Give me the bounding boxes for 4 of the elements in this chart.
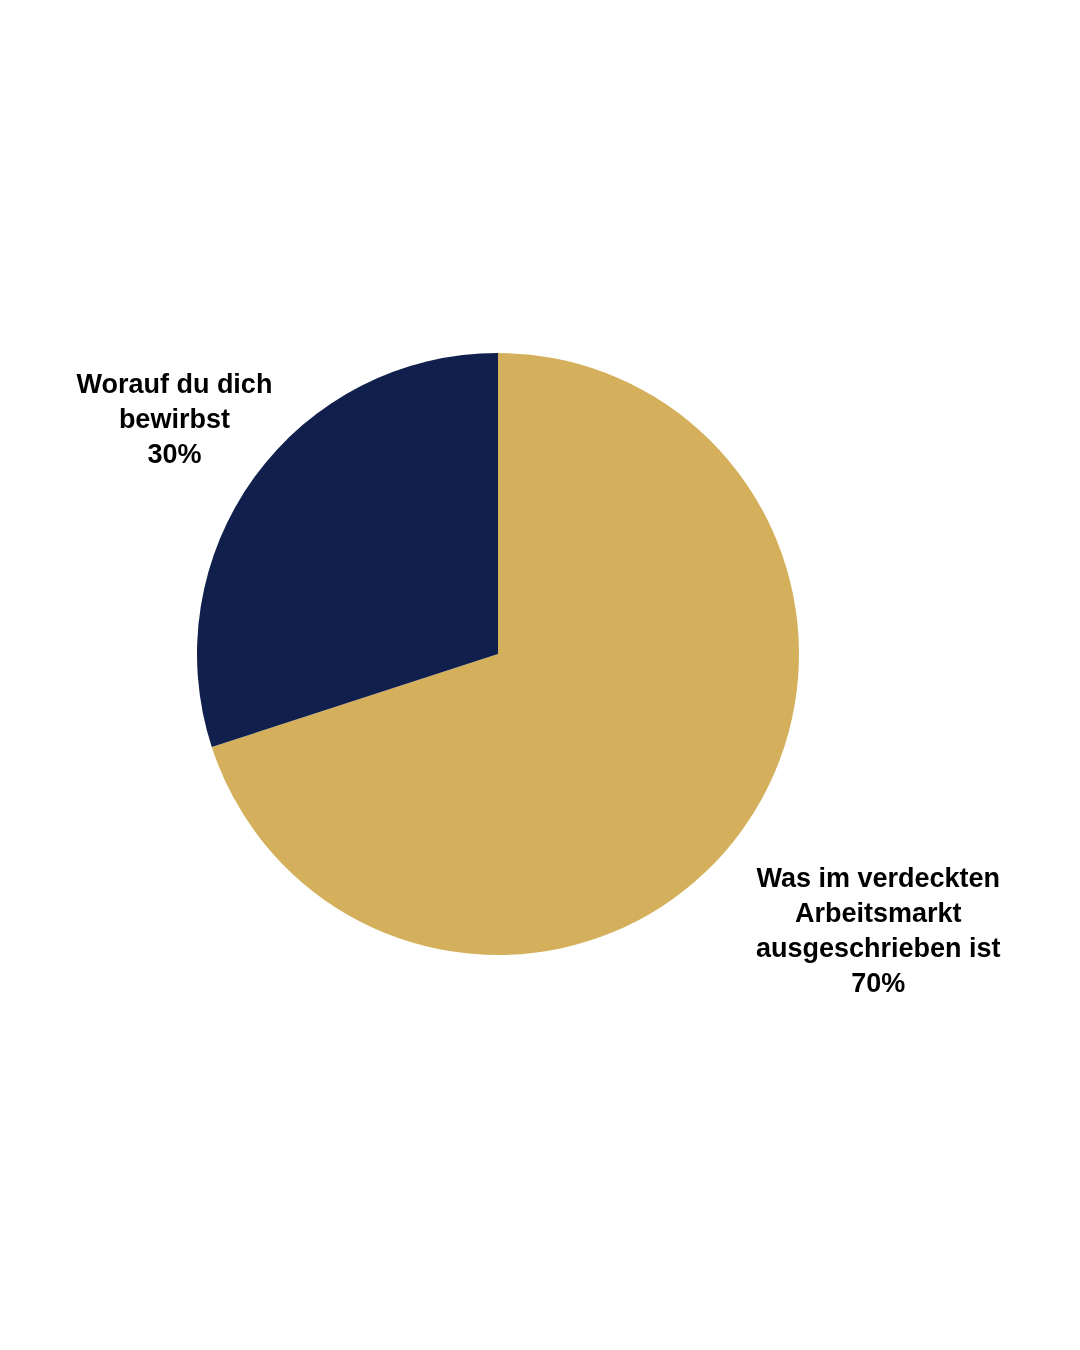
data-label: 30%: [147, 438, 202, 469]
slice-label: Was im verdeckten Arbeitsmarkt ausgeschrieben ist: [755, 863, 1001, 964]
slice-label: Worauf du dich bewirbst: [76, 368, 273, 434]
data-label: 70%: [851, 968, 906, 999]
